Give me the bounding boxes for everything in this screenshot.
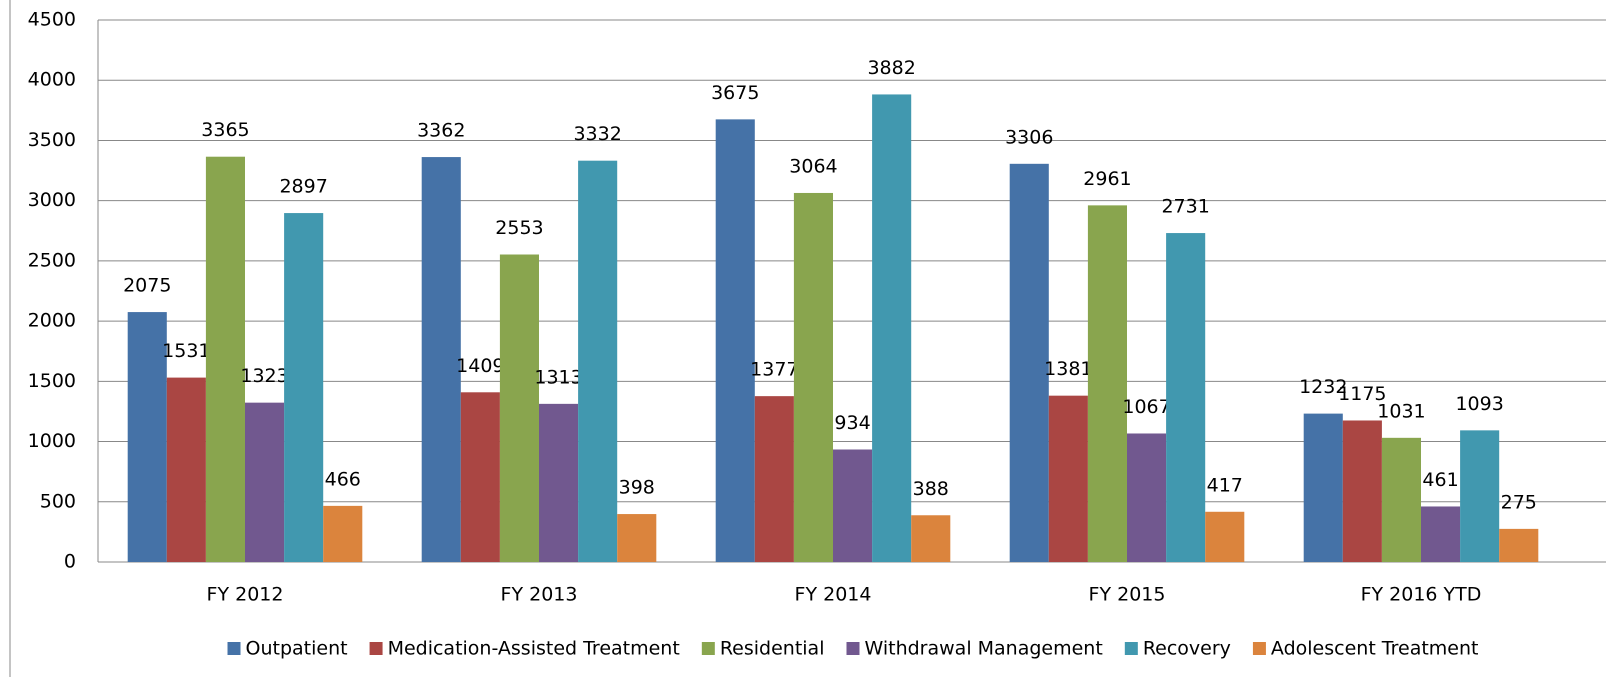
bar (1048, 395, 1088, 562)
data-label: 2075 (123, 275, 171, 297)
bar (578, 160, 618, 562)
bar (1127, 433, 1167, 562)
bar (323, 505, 363, 562)
data-label: 3332 (573, 123, 621, 145)
bar (205, 156, 245, 562)
bar (1499, 528, 1539, 562)
x-tick-label: FY 2013 (501, 584, 578, 606)
bar (1087, 205, 1127, 562)
data-label: 1232 (1299, 376, 1347, 398)
legend-swatch (1252, 642, 1266, 655)
x-tick-label: FY 2016 YTD (1361, 584, 1482, 606)
bar (1460, 430, 1500, 562)
y-tick-label: 2500 (28, 249, 76, 271)
data-label: 466 (325, 468, 361, 490)
data-label: 1323 (240, 365, 288, 387)
y-tick-label: 500 (40, 490, 76, 512)
data-label: 3064 (789, 155, 837, 177)
data-label: 1067 (1122, 396, 1170, 418)
x-tick-label: FY 2015 (1089, 584, 1166, 606)
data-label: 461 (1422, 469, 1458, 491)
bar (127, 312, 167, 562)
data-label: 1381 (1044, 358, 1092, 380)
bar (460, 392, 500, 562)
legend-swatch (846, 642, 860, 655)
bar (754, 396, 794, 562)
legend-swatch (227, 642, 241, 655)
x-tick-label: FY 2012 (207, 584, 284, 606)
data-label: 1313 (534, 366, 582, 388)
data-label: 1531 (162, 340, 210, 362)
bar (1421, 506, 1461, 562)
y-tick-label: 4500 (28, 9, 76, 31)
bar (1205, 511, 1245, 562)
bar (284, 213, 324, 562)
y-tick-label: 0 (64, 551, 76, 573)
legend-swatch (1124, 642, 1138, 655)
legend-swatch (701, 642, 715, 655)
bar (166, 377, 206, 562)
bar (617, 514, 657, 562)
bar (872, 94, 912, 563)
data-label: 3882 (867, 57, 915, 79)
legend-label: Outpatient (246, 638, 348, 660)
legend-swatch (369, 642, 383, 655)
data-label: 1093 (1455, 393, 1503, 415)
bar (421, 157, 461, 562)
data-label: 3675 (711, 82, 759, 104)
data-label: 2553 (495, 217, 543, 239)
y-tick-label: 4000 (28, 69, 76, 91)
y-tick-label: 1000 (28, 430, 76, 452)
data-label: 417 (1207, 474, 1243, 496)
x-tick-label: FY 2014 (795, 584, 872, 606)
y-tick-label: 1500 (28, 370, 76, 392)
bar (499, 254, 539, 562)
data-label: 3362 (417, 120, 465, 142)
y-tick-label: 3500 (28, 129, 76, 151)
bar (1009, 163, 1049, 562)
y-tick-label: 2000 (28, 310, 76, 332)
legend-label: Medication-Assisted Treatment (388, 638, 680, 660)
data-label: 275 (1501, 491, 1537, 513)
bar (793, 192, 833, 562)
legend-label: Withdrawal Management (864, 638, 1102, 660)
bar (1342, 420, 1382, 562)
bar (245, 402, 285, 562)
legend-label: Recovery (1143, 638, 1231, 660)
data-label: 1031 (1377, 400, 1425, 422)
bar (1303, 413, 1343, 562)
data-label: 3306 (1005, 126, 1053, 148)
legend-label: Residential (720, 638, 825, 660)
bar (911, 515, 951, 562)
data-label: 934 (834, 412, 870, 434)
data-label: 2961 (1083, 168, 1131, 190)
bar (1166, 233, 1206, 562)
data-label: 1409 (456, 355, 504, 377)
data-label: 398 (619, 477, 655, 499)
data-label: 1175 (1338, 383, 1386, 405)
data-label: 388 (913, 478, 949, 500)
data-label: 2731 (1161, 196, 1209, 218)
data-label: 3365 (201, 119, 249, 141)
bar (1381, 437, 1421, 562)
data-label: 2897 (279, 176, 327, 198)
bar (715, 119, 755, 562)
bar (833, 449, 873, 562)
y-tick-label: 3000 (28, 189, 76, 211)
data-label: 1377 (750, 359, 798, 381)
legend-label: Adolescent Treatment (1271, 638, 1479, 660)
bar (539, 403, 579, 562)
